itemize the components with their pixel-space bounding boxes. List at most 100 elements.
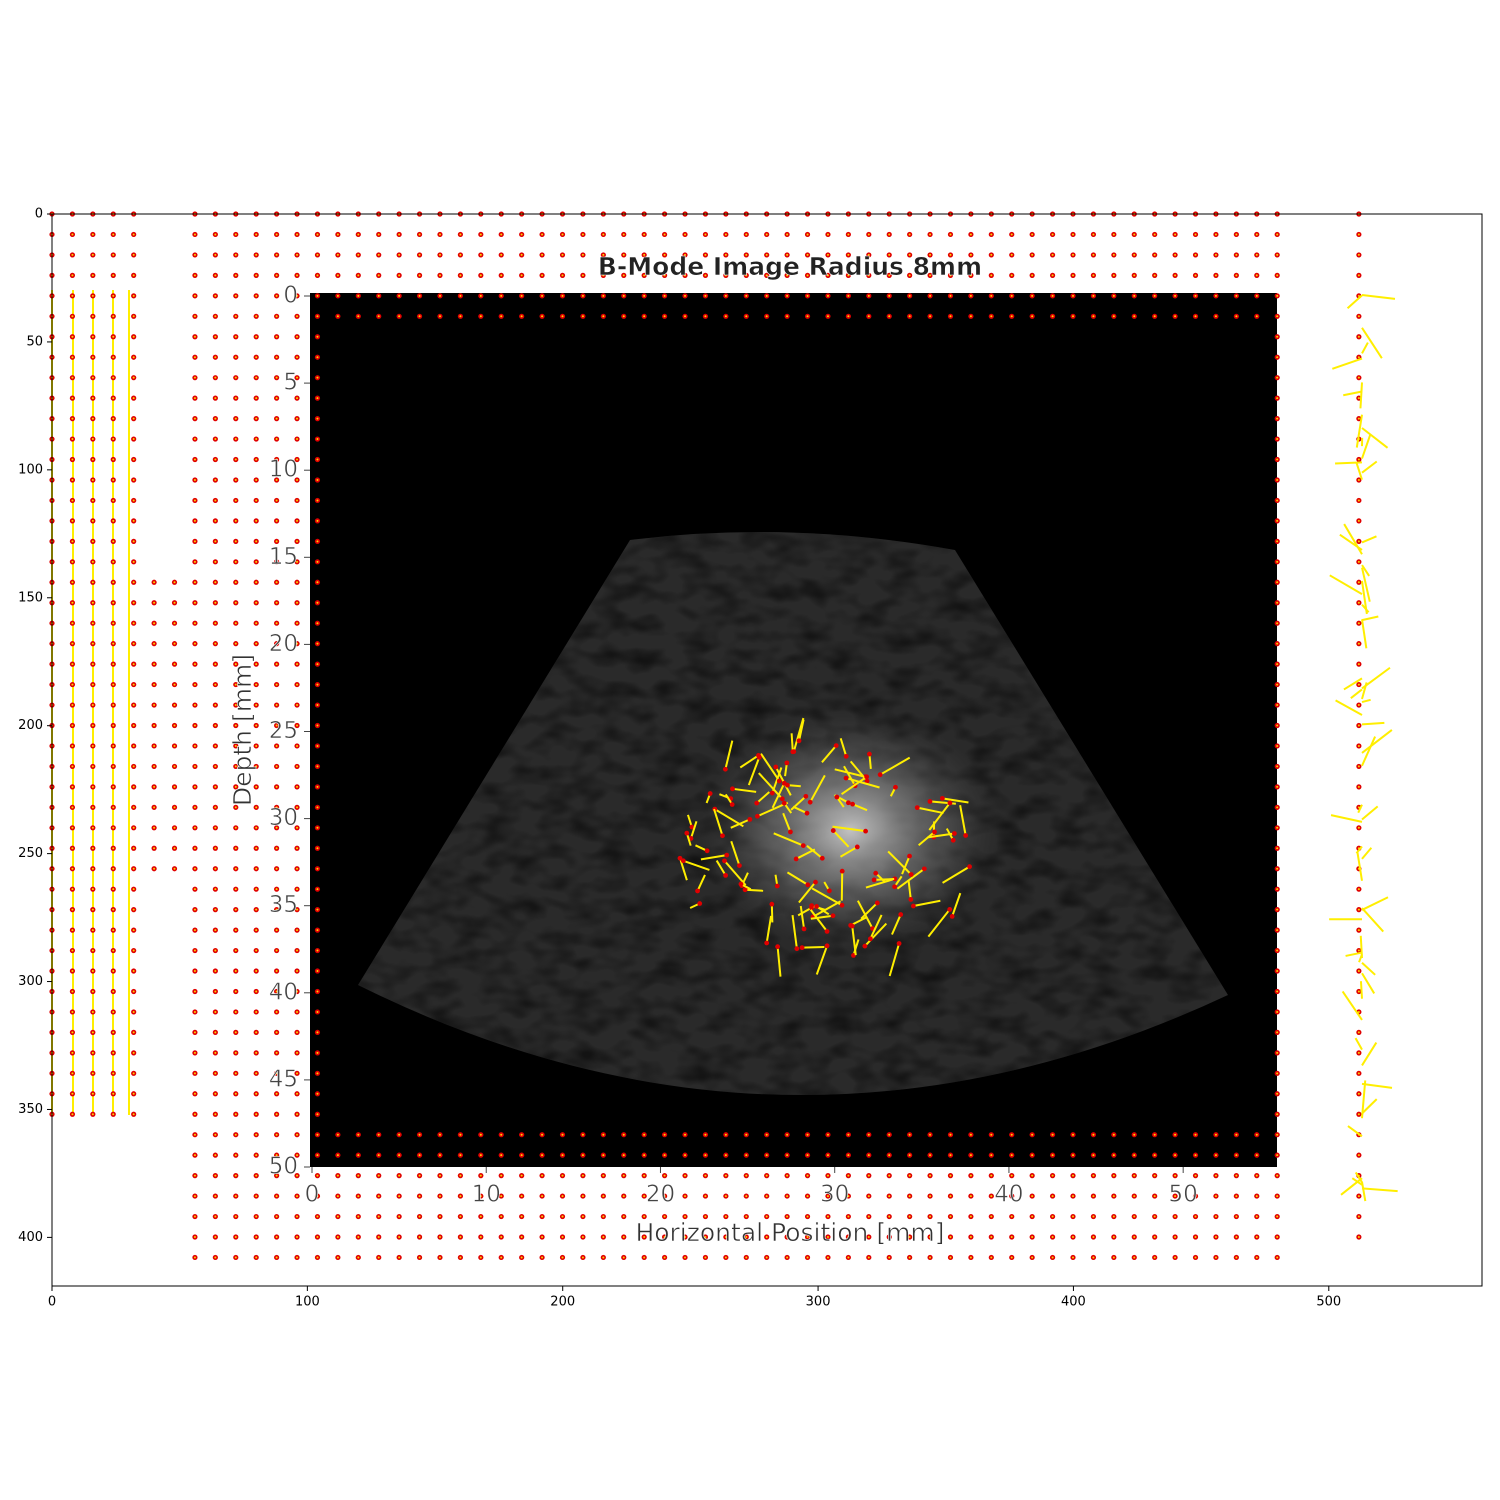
- flow-vector: [1350, 688, 1363, 699]
- flow-dot-core: [71, 1092, 74, 1095]
- flow-dot-core: [867, 253, 870, 256]
- flow-dot-core: [91, 1010, 94, 1013]
- flow-vector: [810, 914, 834, 920]
- flow-dot-core: [214, 704, 217, 707]
- flow-dot-core: [275, 1133, 278, 1136]
- flow-dot-core: [1194, 1133, 1197, 1136]
- flow-dot: [807, 799, 813, 805]
- flow-dot-core: [541, 1133, 544, 1136]
- flow-dot-core: [704, 315, 707, 318]
- flow-dot-core: [745, 233, 748, 236]
- flow-dot-core: [1010, 315, 1013, 318]
- flow-dot-core: [929, 1174, 932, 1177]
- flow-dot: [697, 901, 703, 906]
- flow-dot-core: [602, 253, 605, 256]
- flow-dot-core: [296, 335, 299, 338]
- flow-dot-core: [990, 1256, 993, 1259]
- flow-dot-core: [1092, 1174, 1095, 1177]
- flow-dot-core: [1072, 1154, 1074, 1157]
- flow-dot-core: [520, 1133, 523, 1136]
- flow-dot-core: [867, 1133, 870, 1136]
- flow-dot: [834, 794, 840, 800]
- flow-dot-core: [316, 704, 319, 707]
- flow-vector: [832, 829, 850, 848]
- flow-dot-core: [316, 724, 319, 727]
- flow-dot-core: [643, 253, 646, 256]
- flow-dot-core: [888, 315, 891, 318]
- flow-dot-core: [316, 417, 319, 420]
- flow-dot-core: [1276, 785, 1279, 788]
- flow-vector: [1355, 414, 1363, 448]
- flow-dot-core: [1357, 294, 1360, 297]
- flow-dot-core: [1174, 1256, 1177, 1259]
- flow-dot-core: [1276, 744, 1279, 747]
- flow-dot-core: [173, 744, 176, 747]
- inner-x-label: Horizontal Position [mm]: [635, 1218, 944, 1247]
- flow-dot-core: [275, 847, 278, 850]
- flow-dot-core: [132, 847, 135, 850]
- flow-dot-core: [1153, 274, 1156, 277]
- flow-dot-core: [193, 1195, 196, 1198]
- flow-dot-core: [1051, 253, 1054, 256]
- flow-dot-core: [1214, 1154, 1217, 1157]
- flow-dot-core: [949, 1174, 952, 1177]
- flow-dot-core: [765, 1195, 768, 1198]
- flow-dot-core: [1255, 253, 1258, 256]
- flow-dot-core: [520, 233, 523, 236]
- flow-dot-core: [541, 1154, 544, 1157]
- flow-vector: [724, 740, 734, 770]
- flow-dot-core: [745, 1195, 748, 1198]
- flow-dot-core: [112, 253, 115, 256]
- flow-dot-core: [847, 1133, 850, 1136]
- flow-dot-core: [275, 376, 278, 379]
- flow-vector: [798, 881, 817, 904]
- inner-x-tick-label: 0: [305, 1182, 320, 1208]
- flow-dot-core: [316, 315, 319, 318]
- flow-vector: [1361, 805, 1379, 821]
- flow-dot-core: [296, 1154, 299, 1157]
- flow-dot-core: [1194, 233, 1197, 236]
- flow-vector: [1361, 580, 1368, 615]
- flow-vector: [888, 943, 901, 977]
- x-tick-label: 300: [806, 1295, 831, 1310]
- flow-dot-core: [193, 1215, 196, 1218]
- flow-dot-core: [316, 540, 319, 543]
- flow-dot-core: [71, 478, 74, 481]
- flow-dot-core: [91, 560, 94, 563]
- flow-dot-core: [847, 1174, 850, 1177]
- flow-dot-core: [1072, 1195, 1074, 1198]
- flow-dot-core: [112, 540, 115, 543]
- flow-dot-core: [520, 1154, 523, 1157]
- flow-vector: [683, 859, 710, 871]
- flow-dot-core: [1194, 1174, 1197, 1177]
- flow-dot-core: [1357, 765, 1360, 768]
- flow-dot-core: [908, 1236, 911, 1238]
- flow-dot-core: [112, 1113, 115, 1116]
- flow-dot-core: [377, 294, 380, 297]
- flow-dot-core: [153, 622, 156, 625]
- flow-dot-core: [1051, 1174, 1054, 1177]
- flow-dot-core: [622, 233, 625, 236]
- flow-dot-core: [296, 356, 299, 359]
- flow-dot-core: [1357, 663, 1360, 666]
- flow-dot-core: [684, 1154, 687, 1157]
- flow-dot-core: [438, 1195, 441, 1198]
- flow-dot-core: [193, 478, 196, 481]
- flow-dot-core: [71, 560, 74, 563]
- flow-dot-core: [684, 253, 687, 256]
- flow-dot-core: [112, 233, 115, 236]
- flow-dot-core: [806, 1154, 809, 1157]
- flow-dot-core: [316, 1031, 319, 1034]
- flow-dot-core: [765, 1133, 768, 1136]
- flow-dot-core: [234, 478, 237, 481]
- flow-dot-core: [275, 622, 278, 625]
- flow-dot-core: [908, 1215, 911, 1218]
- flow-dot-core: [826, 1174, 829, 1177]
- flow-dot-core: [132, 315, 135, 318]
- flow-dot-core: [173, 806, 176, 809]
- flow-dot-core: [112, 888, 115, 891]
- flow-dot-core: [296, 397, 299, 400]
- flow-dot-core: [132, 1092, 135, 1095]
- flow-vector: [1357, 804, 1363, 814]
- flow-dot-core: [112, 274, 115, 277]
